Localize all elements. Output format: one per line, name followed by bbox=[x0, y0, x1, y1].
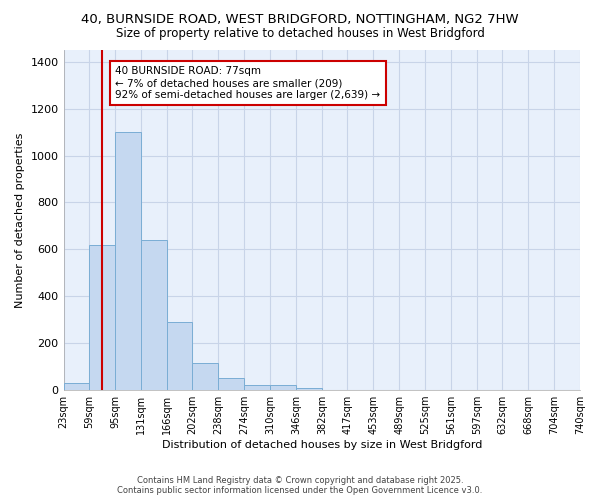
Bar bbox=[296, 388, 322, 390]
Bar bbox=[89, 244, 115, 390]
Y-axis label: Number of detached properties: Number of detached properties bbox=[15, 132, 25, 308]
Bar bbox=[193, 363, 218, 390]
Text: Size of property relative to detached houses in West Bridgford: Size of property relative to detached ho… bbox=[116, 28, 484, 40]
Bar bbox=[218, 378, 244, 390]
Text: 40 BURNSIDE ROAD: 77sqm
← 7% of detached houses are smaller (209)
92% of semi-de: 40 BURNSIDE ROAD: 77sqm ← 7% of detached… bbox=[115, 66, 380, 100]
Bar bbox=[167, 322, 193, 390]
X-axis label: Distribution of detached houses by size in West Bridgford: Distribution of detached houses by size … bbox=[161, 440, 482, 450]
Text: 40, BURNSIDE ROAD, WEST BRIDGFORD, NOTTINGHAM, NG2 7HW: 40, BURNSIDE ROAD, WEST BRIDGFORD, NOTTI… bbox=[81, 12, 519, 26]
Text: Contains HM Land Registry data © Crown copyright and database right 2025.
Contai: Contains HM Land Registry data © Crown c… bbox=[118, 476, 482, 495]
Bar bbox=[64, 383, 89, 390]
Bar bbox=[244, 386, 270, 390]
Bar bbox=[142, 240, 167, 390]
Bar bbox=[115, 132, 142, 390]
Bar bbox=[270, 386, 296, 390]
